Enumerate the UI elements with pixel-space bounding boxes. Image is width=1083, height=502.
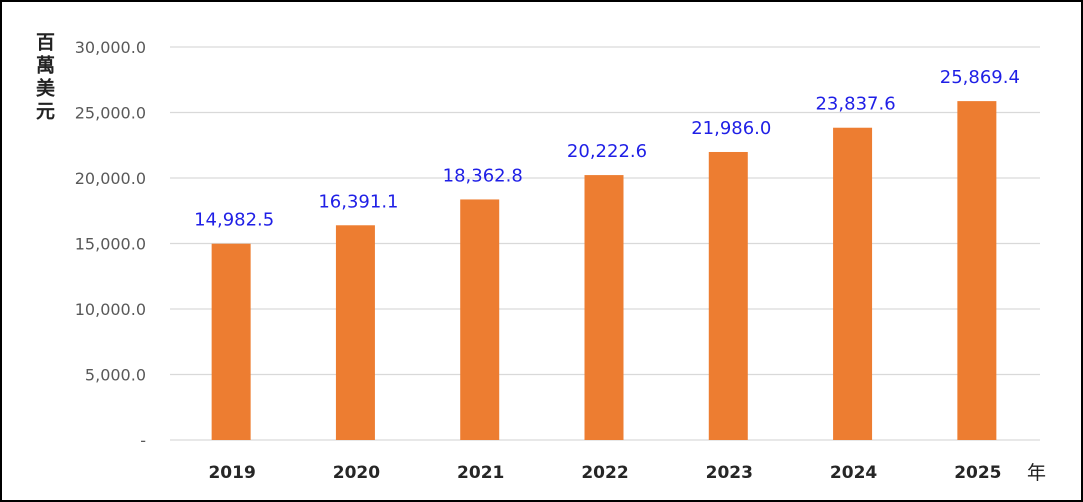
x-tick-labels: 2019 2020 2021 2022 2023 2024 2025 bbox=[208, 463, 1001, 483]
y-tick-label: 20,000.0 bbox=[75, 169, 146, 188]
y-tick-label: 5,000.0 bbox=[85, 366, 146, 385]
y-tick-label: 10,000.0 bbox=[75, 300, 146, 319]
value-label-2021: 18,362.8 bbox=[443, 165, 523, 186]
value-labels: 14,982.5 16,391.1 18,362.8 20,222.6 21,986.0… bbox=[194, 67, 1020, 231]
x-tick-label-2021: 2021 bbox=[457, 463, 504, 483]
x-tick-label-2022: 2022 bbox=[581, 463, 628, 483]
bar-2024 bbox=[833, 127, 873, 440]
bar-2021 bbox=[460, 199, 500, 440]
bar-2019 bbox=[211, 243, 251, 440]
bar-2025 bbox=[957, 101, 997, 440]
x-tick-label-2023: 2023 bbox=[706, 463, 753, 483]
bars bbox=[211, 101, 997, 441]
value-label-2019: 14,982.5 bbox=[194, 210, 274, 231]
value-label-2025: 25,869.4 bbox=[940, 67, 1020, 88]
x-tick-label-2019: 2019 bbox=[208, 463, 255, 483]
y-tick-label: 25,000.0 bbox=[75, 104, 146, 123]
value-label-2020: 16,391.1 bbox=[318, 191, 398, 212]
x-tick-label-2020: 2020 bbox=[333, 463, 380, 483]
y-tick-label: - bbox=[140, 431, 146, 450]
y-tick-label: 30,000.0 bbox=[75, 38, 146, 57]
bar-2020 bbox=[335, 225, 375, 440]
x-tick-label-2024: 2024 bbox=[830, 463, 877, 483]
y-axis-title: 百萬美元 bbox=[33, 32, 55, 124]
value-label-2023: 21,986.0 bbox=[691, 118, 771, 139]
y-tick-label: 15,000.0 bbox=[75, 235, 146, 254]
value-label-2024: 23,837.6 bbox=[815, 94, 895, 115]
x-axis-unit: 年 bbox=[1027, 462, 1047, 484]
bar-2023 bbox=[708, 151, 748, 440]
bar-2022 bbox=[584, 175, 624, 441]
value-label-2022: 20,222.6 bbox=[567, 141, 647, 162]
x-tick-label-2025: 2025 bbox=[954, 463, 1001, 483]
y-tick-labels: - 5,000.0 10,000.0 15,000.0 20,000.0 25,000.0… bbox=[75, 38, 146, 450]
